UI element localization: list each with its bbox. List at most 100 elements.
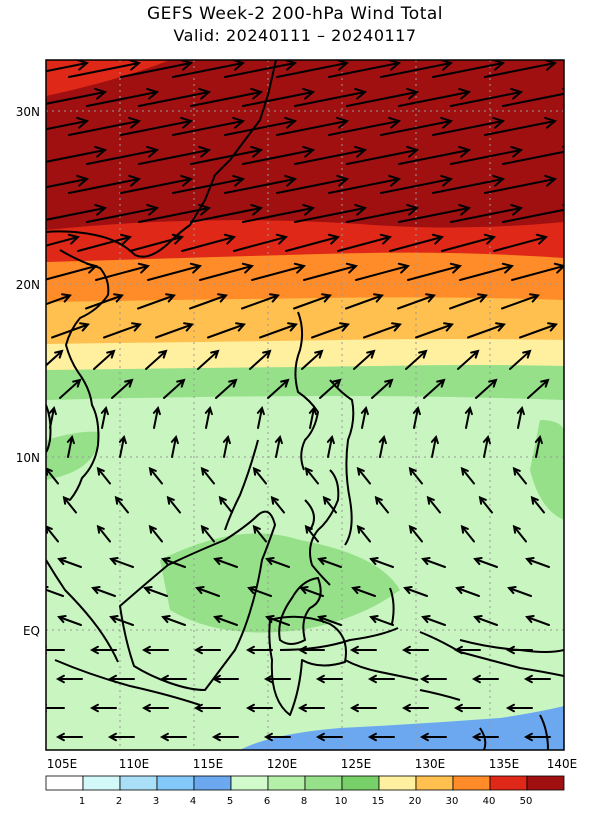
wind-arrow [398, 203, 472, 223]
wind-arrow [349, 703, 377, 713]
wind-arrow [224, 60, 298, 78]
wind-arrow [319, 378, 342, 399]
wind-arrow [509, 349, 532, 370]
wind-arrow [301, 349, 324, 370]
wind-arrow [252, 524, 267, 543]
lon-label-130e: 130E [415, 757, 446, 771]
wind-arrow [193, 645, 221, 655]
wind-arrow [378, 434, 387, 458]
wind-arrow [159, 732, 187, 742]
wind-arrow [511, 262, 564, 281]
wind-arrow [211, 674, 239, 684]
wind-arrow [172, 174, 246, 194]
wind-arrow [218, 495, 233, 514]
wind-arrow [405, 349, 428, 370]
wind-arrow [265, 556, 290, 568]
wind-arrow [369, 556, 394, 568]
lon-label-110e: 110E [119, 757, 150, 771]
wind-arrow [68, 116, 142, 136]
wind-arrow [519, 322, 558, 339]
wind-arrow [86, 203, 160, 223]
wind-arrow [109, 614, 134, 626]
wind-arrow [328, 174, 402, 194]
wind-arrow [423, 378, 446, 399]
lat-tick-labels: 30N 20N 10N EQ [16, 105, 40, 638]
wind-arrow [166, 495, 181, 514]
wind-arrow [315, 732, 343, 742]
wind-arrow [351, 585, 376, 597]
wind-arrow [224, 116, 298, 136]
wind-arrow [86, 87, 160, 107]
wind-arrow [453, 703, 481, 713]
lon-tick-labels: 105E 110E 115E 120E 125E 130E 135E 140E [47, 757, 578, 771]
lat-label-30n: 30N [16, 105, 40, 119]
colorbar-label: 20 [409, 796, 422, 807]
wind-arrow [380, 116, 454, 136]
lat-label-20n: 20N [16, 278, 40, 292]
wind-arrow [256, 405, 265, 429]
wind-arrow [311, 322, 350, 339]
wind-arrow [222, 434, 231, 458]
colorbar-label: 2 [116, 796, 122, 807]
wind-arrow [211, 732, 239, 742]
wind-arrow [120, 60, 194, 78]
wind-arrow [471, 674, 499, 684]
lon-label-120e: 120E [267, 757, 298, 771]
wind-arrow [505, 645, 533, 655]
colorbar-swatch [452, 775, 491, 791]
wind-arrow [441, 233, 497, 252]
wind-arrow [193, 703, 221, 713]
wind-arrow [401, 703, 429, 713]
wind-arrow [189, 293, 228, 310]
wind-arrow [380, 60, 454, 78]
wind-arrow [46, 60, 90, 73]
wind-arrow [89, 703, 117, 713]
wind-arrow [190, 87, 264, 107]
wind-arrow [493, 233, 549, 252]
wind-arrow [293, 293, 332, 310]
wind-arrow [398, 145, 472, 165]
wind-arrow [353, 349, 376, 370]
wind-arrow [326, 434, 335, 458]
wind-arrow [403, 585, 428, 597]
wind-arrow [190, 203, 264, 223]
wind-arrow [200, 466, 215, 485]
colorbar-label: 6 [264, 796, 270, 807]
wind-arrow [109, 556, 134, 568]
wind-arrow [86, 145, 160, 165]
wind-arrow [233, 233, 289, 252]
colorbar: 1 2 3 4 5 6 8 10 15 20 30 40 50 [45, 775, 565, 807]
wind-arrow [430, 434, 439, 458]
wind-arrow [449, 293, 488, 310]
wind-arrow [195, 585, 220, 597]
wind-arrow [276, 174, 350, 194]
wind-arrow [512, 466, 527, 485]
wind-arrow [328, 60, 402, 78]
colorbar-label: 30 [446, 796, 459, 807]
wind-arrow [46, 233, 81, 247]
wind-arrow [242, 145, 316, 165]
coastlines [46, 60, 564, 750]
map-title: GEFS Week-2 200-hPa Wind Total [146, 4, 443, 24]
wind-arrow [46, 116, 90, 131]
wind-arrow [317, 614, 342, 626]
wind-arrow [62, 495, 77, 514]
wind-arrow [263, 732, 291, 742]
wind-arrow [172, 116, 246, 136]
wind-arrow [349, 645, 377, 655]
colorbar-swatch [341, 775, 380, 791]
wind-arrow [163, 378, 186, 399]
wind-arrow [204, 405, 213, 429]
wind-arrow [419, 674, 447, 684]
wind-arrow [380, 174, 454, 194]
wind-arrow [455, 585, 480, 597]
wind-arrow [369, 614, 394, 626]
wind-arrow [137, 293, 176, 310]
lon-label-105e: 105E [47, 757, 78, 771]
wind-arrow [46, 703, 65, 713]
wind-speed-shading [46, 60, 564, 750]
wind-arrow [100, 405, 109, 429]
wind-arrow [432, 60, 506, 78]
wind-arrow [484, 60, 558, 78]
wind-arrow [68, 174, 142, 194]
